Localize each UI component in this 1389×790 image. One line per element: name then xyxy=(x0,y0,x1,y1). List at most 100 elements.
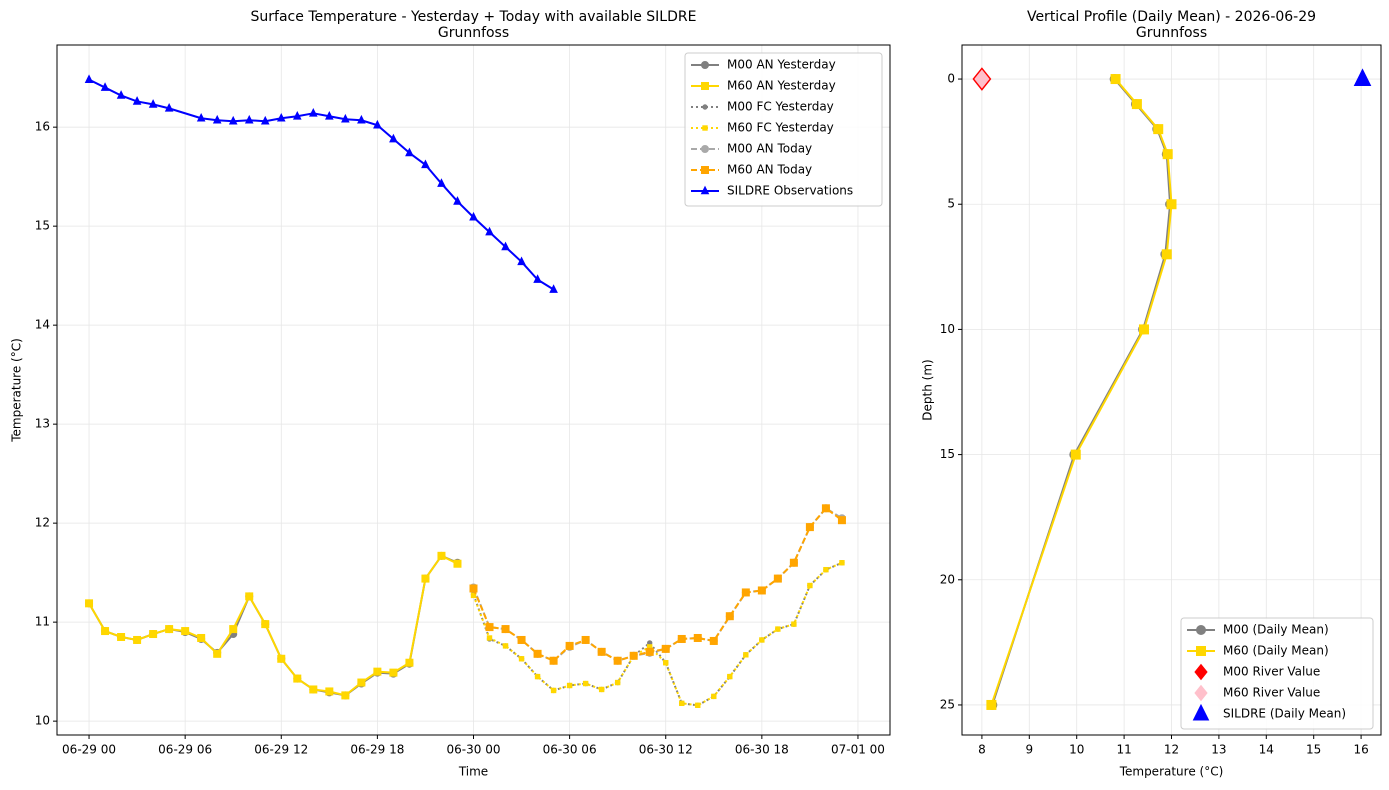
marker xyxy=(518,656,525,662)
x-tick-label: 06-30 12 xyxy=(639,743,693,757)
legend-label: M60 River Value xyxy=(1223,686,1320,700)
y-tick-label: 13 xyxy=(35,417,50,431)
legend: M00 (Daily Mean) M60 (Daily Mean) M00 Rive… xyxy=(1180,617,1374,730)
marker xyxy=(727,673,733,680)
marker xyxy=(677,634,686,643)
marker xyxy=(308,107,318,117)
series-line xyxy=(472,561,843,707)
chart-subtitle: Grunnfoss xyxy=(1136,25,1207,41)
x-tick-label: 06-29 18 xyxy=(350,743,404,757)
marker xyxy=(1131,99,1142,110)
x-tick-label: 12 xyxy=(1164,743,1179,757)
legend-label: SILDRE (Daily Mean) xyxy=(1223,707,1346,721)
marker xyxy=(469,211,478,221)
marker xyxy=(325,687,334,696)
marker xyxy=(597,647,606,656)
marker xyxy=(85,599,94,608)
marker xyxy=(974,69,990,89)
marker xyxy=(645,647,654,656)
marker xyxy=(565,641,574,650)
marker xyxy=(453,196,462,205)
marker xyxy=(486,635,493,641)
marker xyxy=(711,693,717,700)
y-tick-label: 20 xyxy=(940,572,955,586)
marker xyxy=(613,656,622,665)
y-tick-label: 11 xyxy=(35,615,50,629)
axes-frame xyxy=(961,44,1382,736)
series-line xyxy=(472,561,843,707)
marker xyxy=(701,82,709,90)
y-tick-label: 25 xyxy=(940,697,955,711)
marker xyxy=(1192,703,1210,721)
marker xyxy=(357,678,366,687)
marker xyxy=(807,582,813,589)
marker xyxy=(181,627,190,636)
marker xyxy=(791,621,797,627)
marker xyxy=(1196,625,1206,635)
x-tick-label: 13 xyxy=(1211,743,1226,757)
marker xyxy=(1166,199,1177,210)
x-tick-label: 8 xyxy=(978,743,986,757)
legend-label: M00 AN Today xyxy=(727,142,812,156)
marker xyxy=(775,626,781,632)
legend-box xyxy=(684,52,883,207)
x-tick-label: 06-30 18 xyxy=(735,743,789,757)
marker xyxy=(1194,663,1208,681)
marker xyxy=(293,674,302,683)
series-line xyxy=(472,507,843,662)
marker xyxy=(566,682,573,689)
marker xyxy=(759,637,765,643)
marker xyxy=(502,643,509,649)
marker xyxy=(357,114,366,124)
series-line xyxy=(88,78,555,291)
marker xyxy=(165,625,174,634)
legend-label: M60 AN Yesterday xyxy=(727,79,836,93)
legend: M00 AN Yesterday M60 AN Yesterday M00 FC Y… xyxy=(684,52,883,207)
marker xyxy=(116,90,126,99)
chart-subtitle: Grunnfoss xyxy=(438,25,509,41)
marker xyxy=(341,113,350,123)
x-tick-label: 06-29 00 xyxy=(62,743,116,757)
marker xyxy=(260,115,270,125)
y-axis-label: Depth (m) xyxy=(921,359,935,420)
marker xyxy=(196,112,206,122)
y-tick-label: 0 xyxy=(947,72,955,86)
marker xyxy=(389,133,398,143)
marker xyxy=(421,574,430,583)
marker xyxy=(100,82,110,91)
marker xyxy=(244,114,254,124)
marker xyxy=(701,61,709,69)
marker xyxy=(470,592,477,599)
marker xyxy=(101,627,110,636)
marker xyxy=(1353,68,1372,86)
marker xyxy=(133,635,142,644)
marker xyxy=(277,654,286,663)
legend-label: M60 (Daily Mean) xyxy=(1223,644,1329,658)
marker xyxy=(725,612,734,621)
marker xyxy=(341,691,350,700)
marker xyxy=(84,74,94,83)
y-tick-label: 12 xyxy=(35,516,50,530)
legend-label: M60 AN Today xyxy=(727,163,812,177)
marker xyxy=(629,651,638,660)
marker xyxy=(581,635,590,644)
marker xyxy=(741,588,750,597)
marker xyxy=(164,103,174,112)
marker xyxy=(702,125,708,131)
y-tick-label: 10 xyxy=(35,714,50,728)
marker xyxy=(229,625,238,634)
marker xyxy=(1194,684,1208,702)
marker xyxy=(1070,449,1081,460)
legend-box xyxy=(1180,617,1374,730)
marker xyxy=(598,686,605,693)
marker xyxy=(197,633,206,642)
marker xyxy=(389,668,398,677)
marker xyxy=(437,178,446,187)
marker xyxy=(148,99,158,108)
marker xyxy=(549,284,558,293)
marker xyxy=(228,115,238,125)
x-axis-label: Time xyxy=(458,765,488,779)
marker xyxy=(292,110,302,120)
marker xyxy=(485,226,494,236)
